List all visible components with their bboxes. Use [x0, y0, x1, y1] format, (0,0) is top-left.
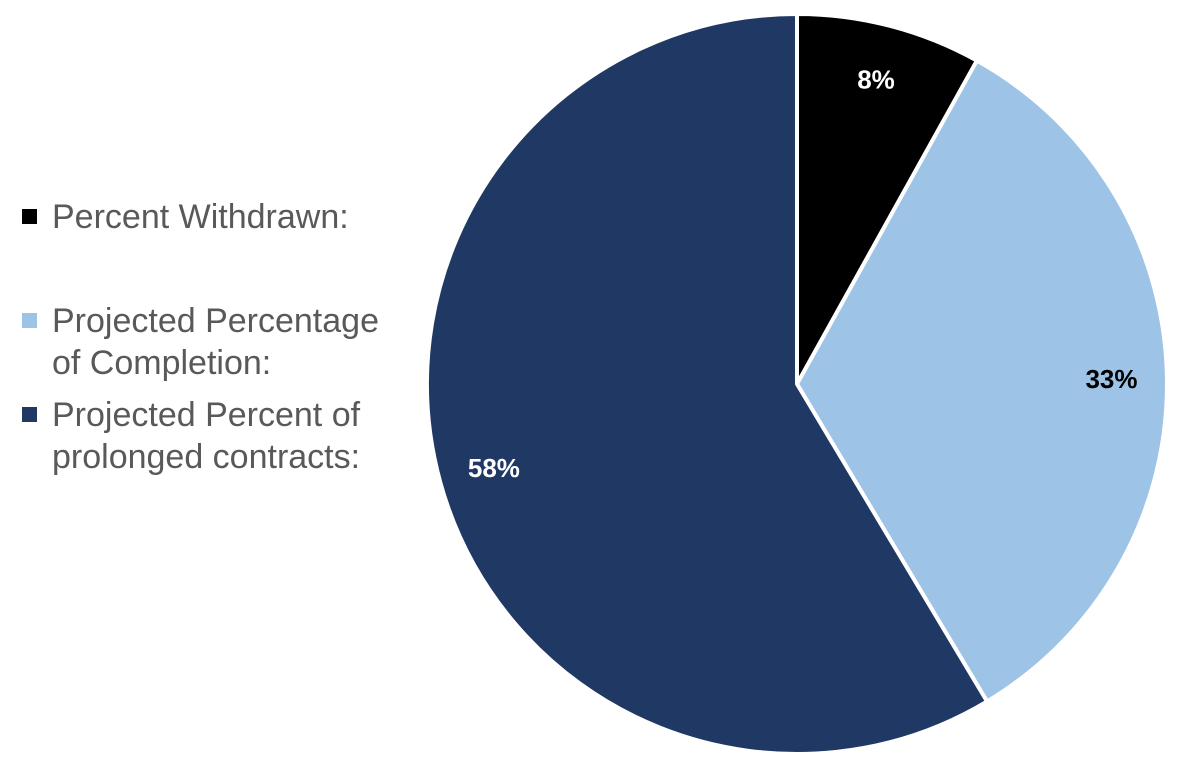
- legend-swatch-projected-completion: [22, 313, 37, 328]
- legend-item-prolonged-contracts: Projected Percent of prolonged contracts…: [22, 394, 422, 478]
- data-label-percent-withdrawn: 8%: [857, 65, 895, 95]
- legend-label-percent-withdrawn: Percent Withdrawn:: [52, 198, 349, 236]
- pie-slice-percent-withdrawn: [795, 12, 979, 386]
- data-label-projected-completion: 33%: [1085, 364, 1137, 394]
- legend-item-projected-completion: Projected Percentage of Completion:: [22, 300, 422, 384]
- legend-swatch-prolonged-contracts: [22, 407, 37, 422]
- pie-slice-prolonged-contracts: [425, 12, 990, 756]
- legend-swatch-percent-withdrawn: [22, 209, 37, 224]
- chart-legend: Percent Withdrawn: Projected Percentage …: [22, 196, 422, 478]
- legend-label-projected-completion: Projected Percentage of Completion:: [52, 302, 379, 382]
- legend-label-prolonged-contracts: Projected Percent of prolonged contracts…: [52, 396, 361, 476]
- pie-slice-projected-completion: [795, 58, 1169, 704]
- data-label-prolonged-contracts: 58%: [468, 453, 520, 483]
- legend-item-percent-withdrawn: Percent Withdrawn:: [22, 196, 422, 238]
